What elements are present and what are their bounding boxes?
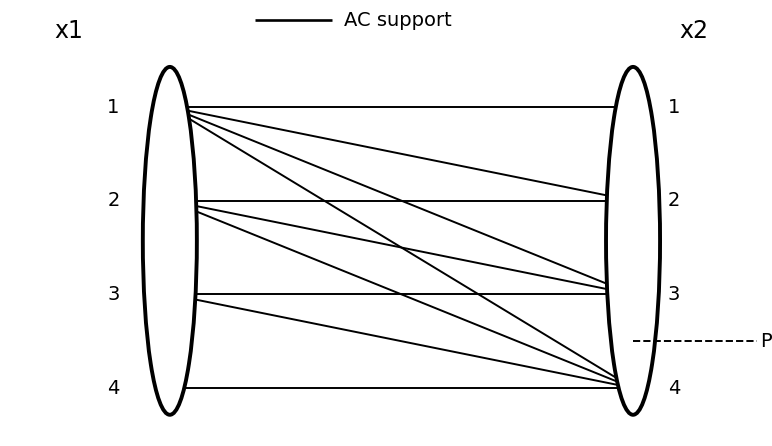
Text: 3: 3 [668, 285, 680, 304]
Text: x2: x2 [679, 19, 709, 43]
Ellipse shape [606, 67, 660, 415]
Text: 1: 1 [668, 98, 680, 116]
Text: P: P [760, 332, 772, 351]
Text: 2: 2 [668, 191, 680, 210]
Text: 2: 2 [107, 191, 120, 210]
Text: 3: 3 [107, 285, 120, 304]
Text: 1: 1 [107, 98, 120, 116]
Ellipse shape [143, 67, 197, 415]
Text: x1: x1 [54, 19, 83, 43]
Text: AC support: AC support [344, 11, 452, 29]
Text: 4: 4 [107, 379, 120, 397]
Text: 4: 4 [668, 379, 680, 397]
